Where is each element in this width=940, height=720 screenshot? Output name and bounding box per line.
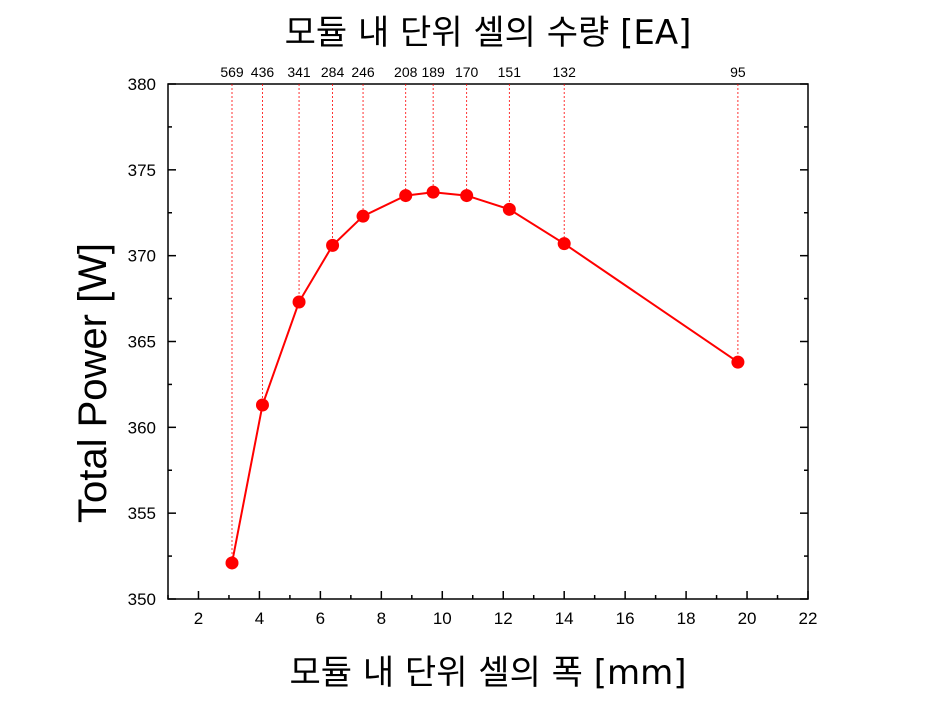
x-tick-label: 20 [738,609,757,628]
x-axis-label: 모듈 내 단위 셀의 폭 [mm] [289,653,686,693]
y-tick-label: 380 [128,75,156,94]
data-point [731,355,745,369]
data-point [255,398,269,412]
top-axis-labels: 569 436 341 284 246 208 189 170 151 132 95 [220,64,746,80]
x-axis: 2 4 6 8 10 12 14 16 18 20 22 [167,591,818,628]
x-tick-label: 4 [255,609,264,628]
data-point [426,185,440,199]
top-axis-label: 170 [455,64,479,80]
x-tick-label: 6 [316,609,325,628]
y-axis-label: Total Power [W] [71,243,115,523]
x-tick-label: 8 [377,609,386,628]
top-axis-label: 569 [220,64,244,80]
data-point [292,295,306,309]
data-points [225,185,745,570]
plot-frame [167,83,809,600]
top-axis-label: 341 [287,64,311,80]
chart-title: 모듈 내 단위 셀의 수량 [EA] [285,13,692,53]
data-point [460,189,474,203]
top-axis-label: 151 [498,64,522,80]
x-tick-label: 10 [433,609,452,628]
data-point [557,237,571,251]
x-tick-label: 14 [555,609,574,628]
top-axis-label: 189 [421,64,445,80]
top-axis-label: 208 [394,64,418,80]
top-axis-label: 284 [321,64,345,80]
y-tick-label: 375 [128,161,156,180]
x-tick-label: 22 [799,609,818,628]
y-axis: 350 355 360 365 370 375 380 [128,75,808,609]
data-point [502,202,516,216]
series-line [231,191,739,564]
top-axis-label: 436 [251,64,275,80]
top-axis-label: 246 [351,64,375,80]
data-point [399,189,413,203]
top-axis-label: 132 [553,64,577,80]
x-tick-label: 12 [494,609,513,628]
x-tick-label: 18 [677,609,696,628]
y-tick-label: 370 [128,247,156,266]
data-point [356,209,370,223]
y-tick-label: 350 [128,590,156,609]
x-tick-label: 2 [194,609,203,628]
y-tick-label: 365 [128,333,156,352]
data-point [326,238,340,252]
top-axis-label: 95 [730,64,746,80]
data-point [225,556,239,570]
y-tick-label: 360 [128,418,156,437]
y-tick-label: 355 [128,504,156,523]
x-tick-label: 16 [616,609,635,628]
guide-lines [231,84,739,563]
